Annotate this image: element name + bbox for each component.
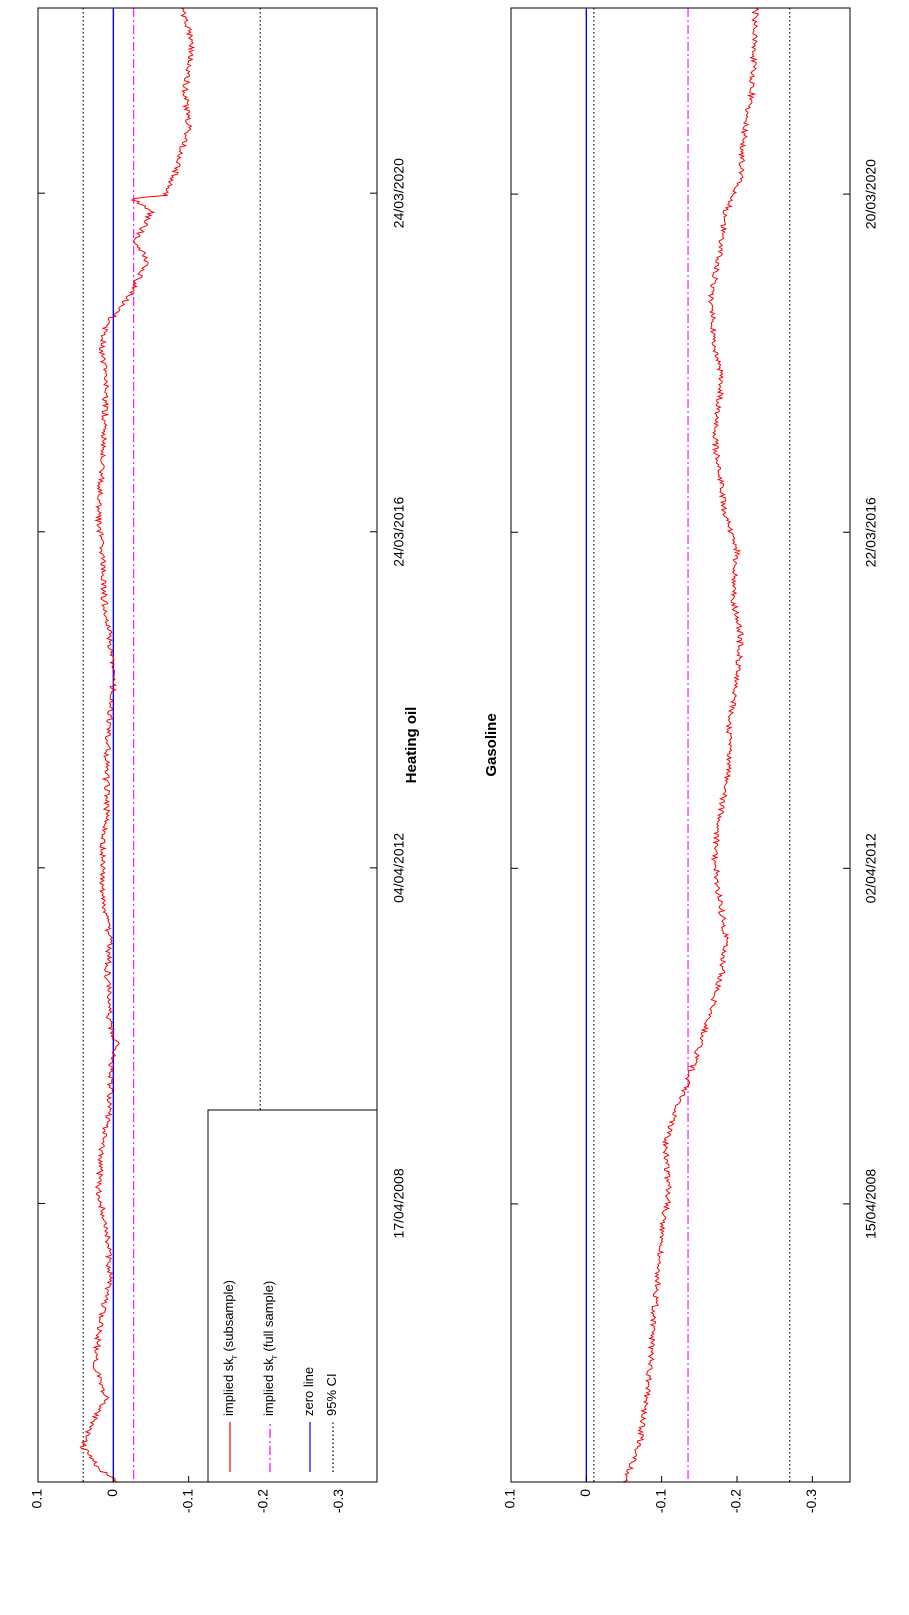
y-tick-label: -0.2: [255, 1489, 271, 1513]
y-tick-label: -0.1: [179, 1489, 195, 1513]
y-tick-label: 0.1: [29, 1489, 45, 1509]
x-tick-label: 02/04/2012: [863, 833, 879, 903]
legend-box: [207, 1109, 378, 1483]
x-tick-label: 15/04/2008: [863, 1169, 879, 1239]
x-tick-label: 17/04/2008: [391, 1168, 407, 1238]
legend-label: implied skr (subsample): [221, 1280, 239, 1416]
y-tick-label: 0: [104, 1489, 120, 1497]
y-tick-label: 0: [577, 1489, 593, 1497]
chart-panel-2: 0.1 0 -0.1 -0.2 -0.3 15/04/2008 02/04/2012 22/0…: [483, 7, 879, 1513]
chart-title: Heating oil: [403, 707, 420, 784]
x-tick-label: 22/03/2016: [863, 497, 879, 567]
legend-label: implied skr (full sample): [261, 1281, 279, 1416]
x-tick-label: 20/03/2020: [863, 159, 879, 229]
x-tick-label: 24/03/2016: [391, 497, 407, 567]
chart-title: Gasoline: [483, 713, 500, 776]
y-tick-label: 0.1: [502, 1489, 518, 1509]
legend-label: zero line: [301, 1367, 316, 1416]
series-subsample-line: [79, 7, 196, 1483]
x-tick-label: 04/04/2012: [391, 833, 407, 903]
chart-panel-1: 0.1 0 -0.1 -0.2 -0.3 17/04/2008 04/04/2012 24/0…: [29, 7, 420, 1513]
x-tick-label: 24/03/2020: [391, 158, 407, 228]
legend-label: 95% CI: [324, 1373, 339, 1416]
y-tick-label: -0.1: [652, 1489, 668, 1513]
legend: implied skr (subsample) implied skr (full…: [207, 1109, 378, 1483]
plot-frame: [510, 7, 851, 1483]
y-tick-label: -0.3: [803, 1489, 819, 1513]
series-subsample-line: [622, 7, 760, 1483]
y-tick-label: -0.3: [330, 1489, 346, 1513]
y-tick-label: -0.2: [728, 1489, 744, 1513]
